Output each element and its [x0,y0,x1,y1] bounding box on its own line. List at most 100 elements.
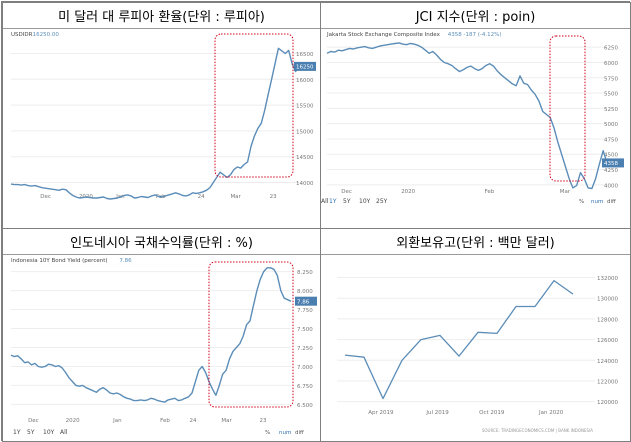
x-tick-label: 23 [270,194,277,200]
series-line [10,47,300,200]
x-tick-label: 2020 [401,189,415,195]
scale-button-num: num [591,199,603,205]
y-tick-label: 4250 [604,168,618,174]
legend-label: Jakarta Stock Exchange Composite Index [326,32,441,38]
current-value-label: 7.86 [297,299,310,305]
y-tick-label: 4500 [604,153,618,159]
y-tick-label: 7.250 [297,346,313,352]
bond-svg: 8.250 8.000 7.750 7.500 7.250 7.000 6.750 6.500… [10,258,317,436]
panel-title: JCI 지수(단위 : poin) [321,3,630,29]
y-tick-label: 5000 [604,122,618,128]
range-button-10y: 10Y [359,198,371,205]
panel-jci: JCI 지수(단위 : poin) 6250 6000 5750 5500 5250 50… [320,2,631,229]
panel-title: 미 달러 대 루피아 환율(단위 : 루피아) [3,3,320,29]
x-tick-label: 24 [190,418,197,424]
y-tick-label: 14500 [296,155,314,161]
y-tick-label: 7.750 [297,308,313,314]
x-tick-label: Jul 2019 [425,410,449,416]
y-tick-label: 6.750 [297,384,313,390]
legend-label: USDIDR [11,32,33,38]
range-button-5y: 5Y [343,198,351,205]
x-tick-label: Feb [160,418,170,424]
y-tick-label: 14000 [296,181,314,187]
y-tick-label: 6.500 [297,403,313,409]
legend-value: 7.86 [119,258,132,264]
x-tick-label: Mar [221,418,232,424]
scale-button-diff: diff [607,199,616,205]
reserves-svg: 132000 130000 128000 126000 124000 122000 1200… [337,276,618,433]
x-tick-label: Jan 2020 [538,410,564,416]
y-tick-label: 8.000 [297,289,313,295]
panel-bond-yield: 인도네시아 국채수익률(단위 : %) 8.250 8.000 7.750 7.500… [2,228,321,442]
highlight-box [549,35,586,182]
panel-title: 인도네시아 국채수익률(단위 : %) [3,229,320,255]
range-button-10y: 10Y [43,429,55,436]
current-value-label: 16250 [296,65,314,71]
x-tick-label: Jan [112,418,122,424]
y-tick-label: 120000 [597,400,618,406]
series-line [10,267,292,403]
highlight-box [214,33,294,178]
current-value-box [295,296,317,306]
y-tick-label: 15000 [296,129,314,135]
panel-title: 외환보유고(단위 : 백만 달러) [321,229,630,255]
legend-value: 4358 -187 (-4.12%) [448,32,502,38]
highlight-box [208,261,294,408]
range-button-1y: 1Y [13,429,21,436]
y-tick-label: 4000 [604,183,618,189]
scale-button-%: % [579,199,584,205]
y-tick-label: 5750 [604,76,618,82]
x-tick-label: Mar [560,189,571,195]
range-button-all: All [60,429,68,436]
y-tick-label: 5500 [604,92,618,98]
range-button-5y: 5Y [27,429,35,436]
y-tick-label: 15500 [296,104,314,110]
current-value-box [294,61,316,71]
scale-button-diff: diff [295,430,304,436]
bond-chart: 8.250 8.000 7.750 7.500 7.250 7.000 6.750 6.500… [3,256,320,441]
range-button-1y: 1Y [329,198,337,205]
x-tick-label: 24 [198,194,205,200]
y-tick-label: 6000 [604,61,618,67]
x-tick-label: Feb [485,189,495,195]
jci-chart: 6250 6000 5750 5500 5250 5000 4750 4500 4250 4000… [321,30,630,228]
scale-button-num: num [279,430,291,436]
usdidr-chart: 16500 16000 15500 15000 14500 14000 Dec 2020 Jan… [3,30,320,228]
panel-fx-reserves: 외환보유고(단위 : 백만 달러) 132000 130000 128000 1260… [320,228,631,442]
range-button-all: All [321,198,329,205]
jci-svg: 6250 6000 5750 5500 5250 5000 4750 4500 4250 4000… [321,32,624,205]
x-tick-label: Dec [28,418,39,424]
scale-button-%: % [265,430,270,436]
y-tick-label: 5250 [604,107,618,113]
y-tick-label: 124000 [597,359,618,365]
y-tick-label: 130000 [597,297,618,303]
y-tick-label: 16000 [296,78,314,84]
y-tick-label: 126000 [597,338,618,344]
x-tick-label: Mar [230,194,241,200]
y-tick-label: 8.250 [297,270,313,276]
x-tick-label: 2020 [66,418,80,424]
x-tick-label: Oct 2019 [479,410,505,416]
legend-value: 16250.00 [33,32,60,38]
y-tick-label: 128000 [597,317,618,323]
y-tick-label: 6250 [604,46,618,52]
y-tick-label: 7.000 [297,365,313,371]
x-tick-label: Dec [341,189,352,195]
y-tick-label: 122000 [597,379,618,385]
y-tick-label: 16500 [296,52,314,58]
x-tick-label: Dec [40,194,51,200]
source-note: SOURCE: TRADINGECONOMICS.COM | BANK INDO… [482,428,593,433]
x-tick-label: 23 [260,418,267,424]
x-tick-label: Apr 2019 [368,410,394,416]
reserves-chart: 132000 130000 128000 126000 124000 122000 1200… [321,256,630,441]
y-tick-label: 132000 [597,276,618,282]
range-button-25y: 25Y [376,198,388,205]
y-tick-label: 7.500 [297,327,313,333]
y-tick-label: 4750 [604,137,618,143]
legend-label: Indonesia 10Y Bond Yield (percent) [11,258,108,264]
panel-usdidr: 미 달러 대 루피아 환율(단위 : 루피아) 16500 16000 15500 1… [2,2,321,229]
current-value-label: 4358 [604,161,618,167]
series-line [344,279,574,400]
